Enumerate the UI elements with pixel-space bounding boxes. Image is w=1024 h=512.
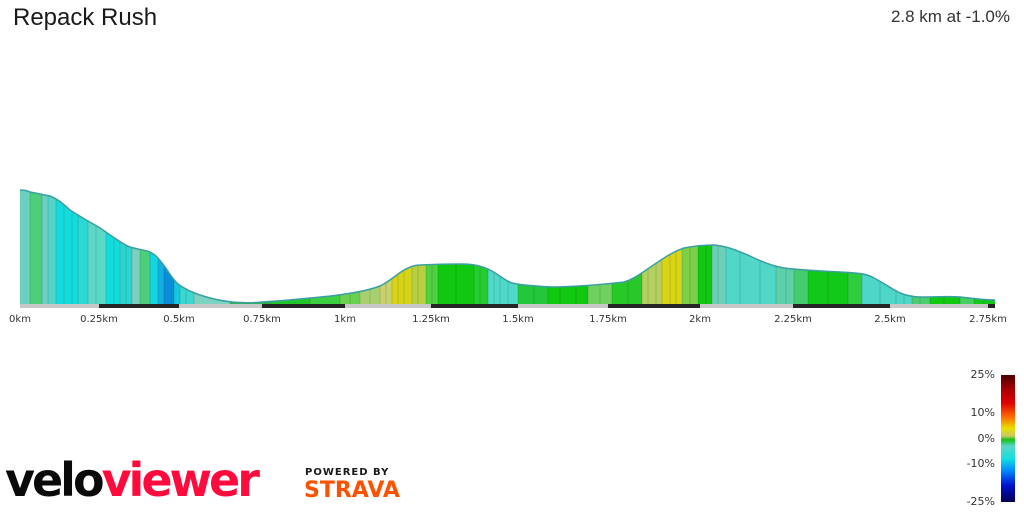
x-tick-label: 0.25km [80,314,118,325]
logo-velo-text: velo [5,453,105,507]
x-tick-label: 2.25km [774,314,812,325]
x-tick-label: 0km [9,314,31,325]
logo-viewer-text: viewer [101,453,260,507]
x-tick-label: 2.75km [969,314,1007,325]
x-tick-label: 1.75km [589,314,627,325]
legend-label-minus10: -10% [966,457,995,470]
legend-label-0: 0% [977,432,995,445]
profile-outline [19,189,996,304]
strava-logo[interactable]: STRAVA [304,478,400,503]
x-tick-label: 1km [334,314,356,325]
x-tick-label: 2.5km [874,314,906,325]
x-tick-label: 1.5km [502,314,534,325]
segment-title: Repack Rush [13,4,158,31]
legend-label-max: 25% [970,368,995,381]
legend-label-min: -25% [966,495,995,508]
gradient-color-scale [1001,375,1015,502]
x-tick-label: 0.5km [163,314,195,325]
segment-summary: 2.8 km at -1.0% [890,7,1010,26]
x-tick-label: 1.25km [412,314,450,325]
elevation-profile-chart [19,189,996,308]
veloviewer-logo[interactable]: veloviewer [5,452,260,508]
distance-axis-bar [20,304,995,308]
x-tick-label: 2km [689,314,711,325]
legend-label-10: 10% [970,406,995,419]
powered-by-label: POWERED BY [305,467,390,478]
x-tick-label: 0.75km [243,314,281,325]
